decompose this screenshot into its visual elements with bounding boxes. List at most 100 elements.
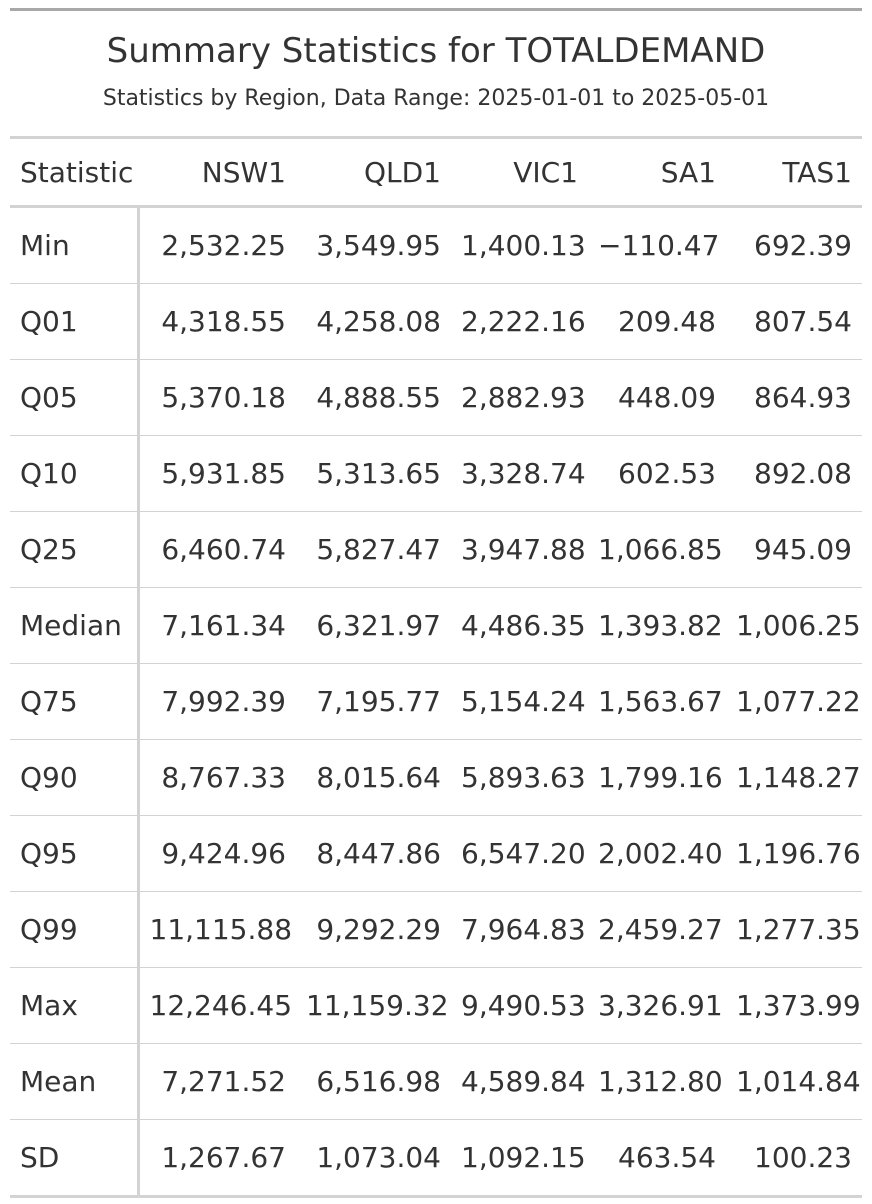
cell-tas1: 864.93 [754,381,852,414]
cell-tas1: 100.23 [754,1141,852,1174]
cell-tas1: 1,077.22 [736,685,861,718]
cell-qld1: 1,073.04 [316,1141,441,1174]
cell-tas1: 1,373.99 [736,989,861,1022]
table-row: Q99 11,115.88 9,292.29 7,964.83 2,459.27 1,27… [10,891,862,968]
cell-nsw1: 8,767.33 [161,761,286,794]
cell-tas1: 692.39 [754,229,852,262]
column-header-tas1: TAS1 [782,155,852,189]
cell-nsw1: 7,161.34 [161,609,286,642]
table-row: Mean 7,271.52 6,516.98 4,589.84 1,312.80 1,01… [10,1043,862,1120]
cell-sa1: 463.54 [618,1141,716,1174]
cell-vic1: 1,092.15 [461,1141,586,1174]
cell-sa1: 1,563.67 [598,685,723,718]
row-label: SD [10,1119,140,1197]
column-header-qld1: QLD1 [363,155,441,189]
cell-tas1: 1,277.35 [736,913,861,946]
cell-vic1: 4,589.84 [461,1065,586,1098]
cell-qld1: 4,258.08 [316,305,441,338]
row-label: Median [10,587,140,664]
cell-qld1: 8,015.64 [316,761,441,794]
cell-nsw1: 9,424.96 [161,837,286,870]
cell-nsw1: 5,931.85 [161,457,286,490]
cell-vic1: 3,328.74 [461,457,586,490]
cell-tas1: 945.09 [754,533,852,566]
cell-vic1: 1,400.13 [461,229,586,262]
cell-qld1: 9,292.29 [316,913,441,946]
cell-sa1: 209.48 [618,305,716,338]
cell-qld1: 6,321.97 [316,609,441,642]
cell-sa1: 448.09 [618,381,716,414]
cell-nsw1: 11,115.88 [149,913,293,946]
cell-sa1: 602.53 [618,457,716,490]
row-label: Q90 [10,739,140,816]
header-row: Statistic NSW1 QLD1 VIC1 SA1 TAS1 [10,137,862,207]
cell-sa1: 1,393.82 [598,609,723,642]
column-header-statistic: Statistic [20,155,134,189]
cell-nsw1: 1,267.67 [161,1141,286,1174]
cell-vic1: 5,154.24 [461,685,586,718]
cell-sa1: 1,312.80 [598,1065,723,1098]
row-label: Q10 [10,435,140,512]
cell-tas1: 1,006.25 [736,609,861,642]
table-body: Min 2,532.25 3,549.95 1,400.13 −110.47 692.39… [10,206,862,1197]
cell-sa1: 1,066.85 [598,533,723,566]
column-header-nsw1: NSW1 [201,155,286,189]
table-row: Q05 5,370.18 4,888.55 2,882.93 448.09 864.93 [10,359,862,436]
cell-vic1: 7,964.83 [461,913,586,946]
cell-qld1: 8,447.86 [316,837,441,870]
row-label: Q01 [10,283,140,360]
cell-vic1: 2,882.93 [461,381,586,414]
row-label: Max [10,967,140,1044]
table-row: Min 2,532.25 3,549.95 1,400.13 −110.47 692.39 [10,206,862,284]
row-label: Min [10,206,140,284]
row-label: Q05 [10,359,140,436]
cell-nsw1: 6,460.74 [161,533,286,566]
cell-vic1: 9,490.53 [461,989,586,1022]
cell-nsw1: 7,992.39 [161,685,286,718]
cell-sa1: −110.47 [598,229,720,262]
cell-qld1: 5,827.47 [316,533,441,566]
cell-tas1: 807.54 [754,305,852,338]
cell-vic1: 4,486.35 [461,609,586,642]
cell-nsw1: 4,318.55 [161,305,286,338]
cell-qld1: 4,888.55 [316,381,441,414]
cell-nsw1: 7,271.52 [161,1065,286,1098]
cell-nsw1: 5,370.18 [161,381,286,414]
table-row: Q25 6,460.74 5,827.47 3,947.88 1,066.85 945.0… [10,511,862,588]
cell-qld1: 11,159.32 [306,989,449,1022]
column-header-vic1: VIC1 [513,155,578,189]
table-row: Q90 8,767.33 8,015.64 5,893.63 1,799.16 1,148… [10,739,862,816]
cell-nsw1: 2,532.25 [161,229,286,262]
column-header-sa1: SA1 [660,155,716,189]
table-row: Max 12,246.45 11,159.32 9,490.53 3,326.91 1,3… [10,967,862,1044]
cell-qld1: 7,195.77 [316,685,441,718]
cell-tas1: 1,014.84 [736,1065,861,1098]
cell-vic1: 5,893.63 [461,761,586,794]
cell-sa1: 3,326.91 [598,989,723,1022]
cell-tas1: 892.08 [754,457,852,490]
row-label: Q99 [10,891,140,968]
cell-nsw1: 12,246.45 [149,989,293,1022]
table-row: SD 1,267.67 1,073.04 1,092.15 463.54 100.23 [10,1119,862,1197]
cell-vic1: 6,547.20 [461,837,586,870]
table-row: Q95 9,424.96 8,447.86 6,547.20 2,002.40 1,196… [10,815,862,892]
summary-table: Statistic NSW1 QLD1 VIC1 SA1 TAS1 Min 2,5… [10,136,862,1198]
summary-table-container: Summary Statistics for TOTALDEMAND Stati… [10,8,862,1198]
row-label: Q75 [10,663,140,740]
table-row: Median 7,161.34 6,321.97 4,486.35 1,393.82 1,… [10,587,862,664]
cell-vic1: 3,947.88 [461,533,586,566]
row-label: Mean [10,1043,140,1120]
cell-sa1: 1,799.16 [598,761,723,794]
table-subtitle: Statistics by Region, Data Range: 2025-0… [102,86,770,111]
cell-tas1: 1,196.76 [736,837,861,870]
cell-qld1: 3,549.95 [316,229,441,262]
row-label: Q95 [10,815,140,892]
table-row: Q10 5,931.85 5,313.65 3,328.74 602.53 892.08 [10,435,862,512]
cell-vic1: 2,222.16 [461,305,586,338]
table-row: Q01 4,318.55 4,258.08 2,222.16 209.48 807.54 [10,283,862,360]
table-title: Summary Statistics for TOTALDEMAND [106,31,766,71]
row-label: Q25 [10,511,140,588]
table-header: Statistic NSW1 QLD1 VIC1 SA1 TAS1 [10,137,862,207]
table-row: Q75 7,992.39 7,195.77 5,154.24 1,563.67 1,077… [10,663,862,740]
cell-tas1: 1,148.27 [736,761,861,794]
